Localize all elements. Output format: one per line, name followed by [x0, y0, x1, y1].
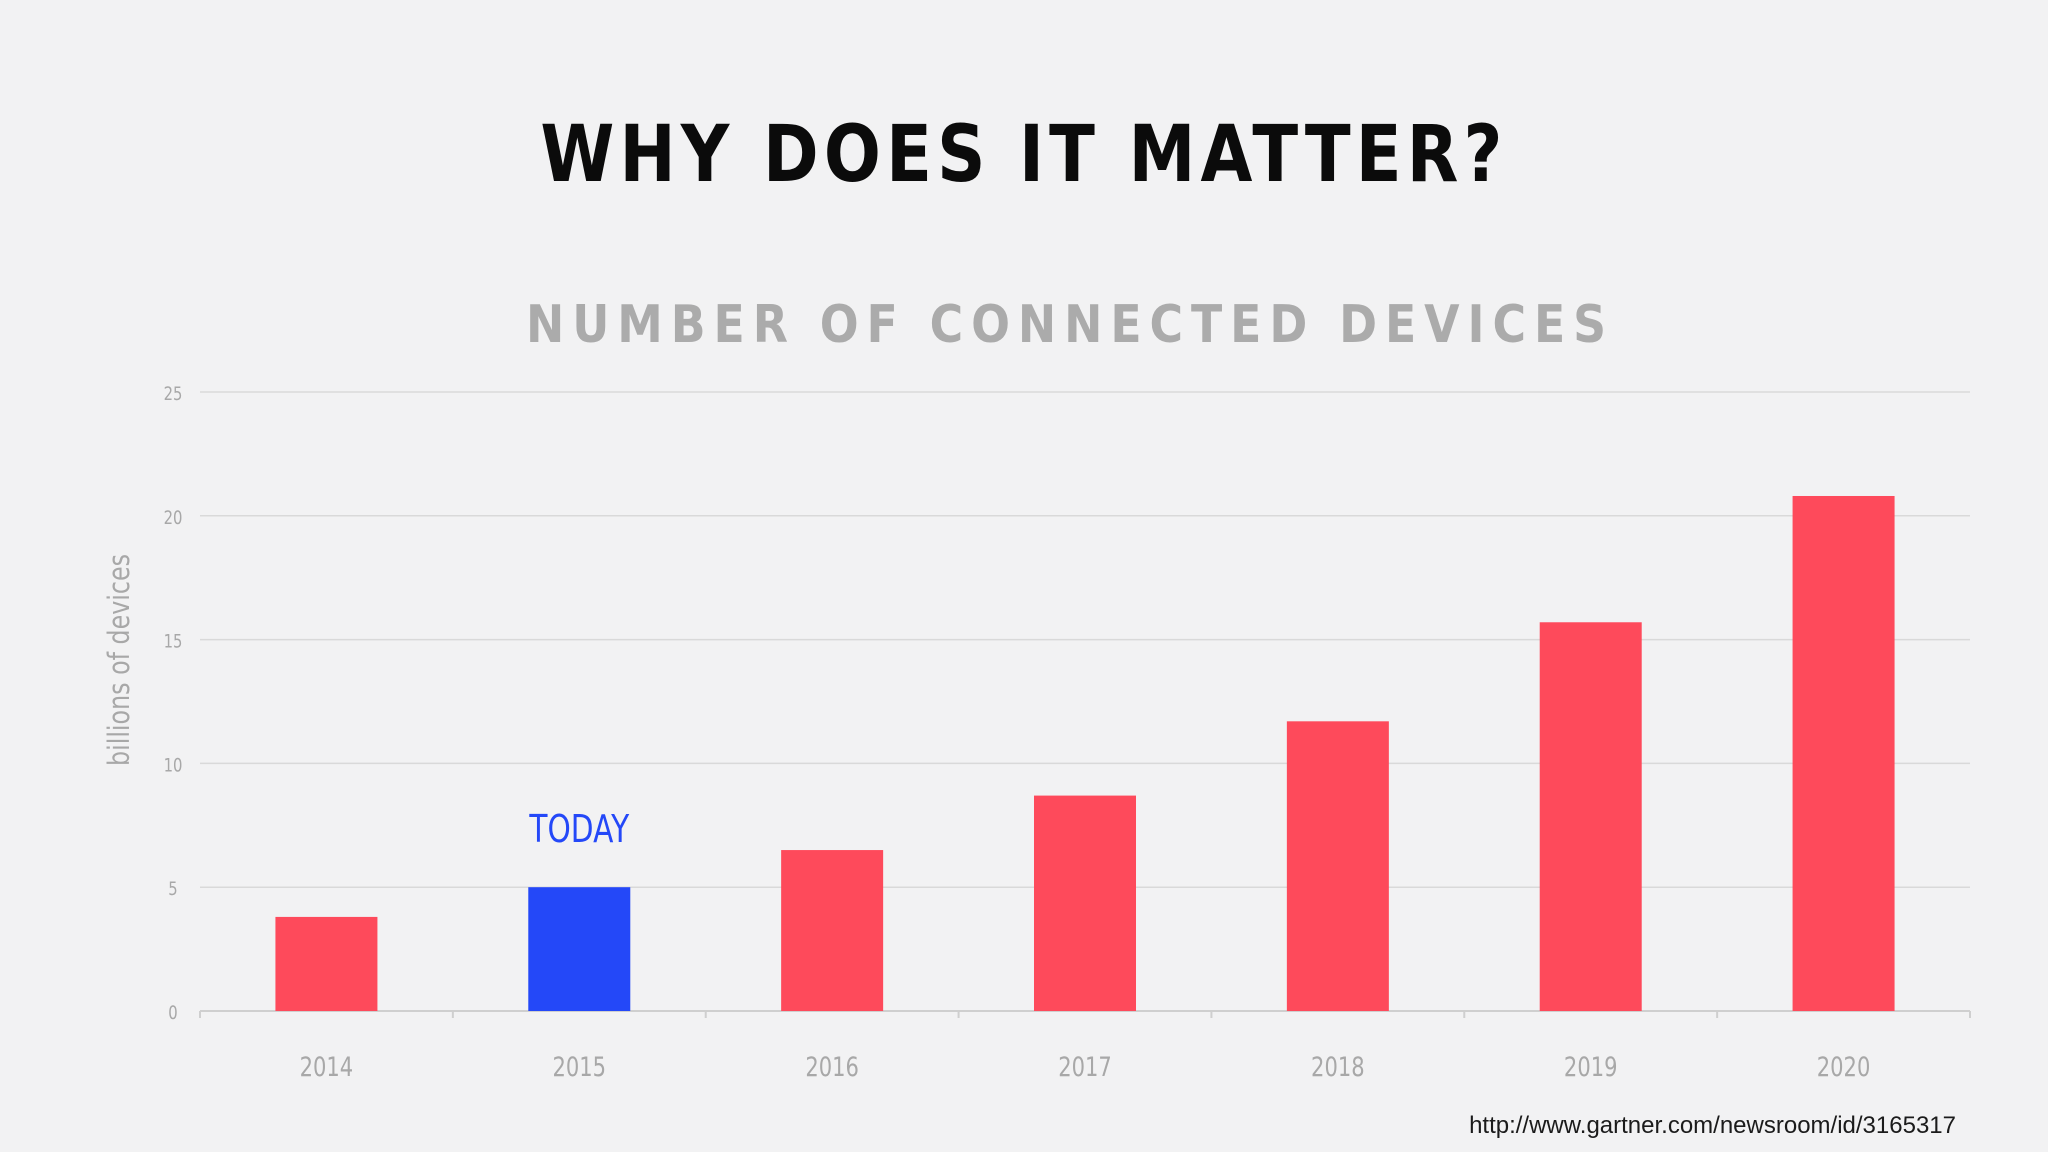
- y-tick-label: 5: [168, 878, 177, 900]
- bar-2018: [1286, 721, 1389, 1011]
- y-tick-label: 15: [164, 631, 183, 653]
- bar-2020: [1792, 495, 1895, 1011]
- bar-2019: [1539, 622, 1642, 1011]
- today-label: TODAY: [529, 807, 630, 852]
- bar-2017: [1034, 795, 1136, 1011]
- y-tick-label: 20: [164, 507, 183, 529]
- x-tick-label: 2020: [1817, 1051, 1871, 1082]
- source-link[interactable]: http://www.gartner.com/newsroom/id/31653…: [1469, 1112, 1956, 1139]
- bar-2014: [275, 916, 378, 1011]
- bar-2016: [781, 850, 884, 1011]
- slide-title: WHY DOES IT MATTER?: [540, 110, 1508, 200]
- y-tick-label: 10: [164, 755, 183, 777]
- y-axis-label: billions of devices: [103, 554, 137, 766]
- y-tick-label: 25: [164, 383, 183, 405]
- x-tick-label: 2014: [300, 1051, 354, 1082]
- chart-title: NUMBER OF CONNECTED DEVICES: [525, 295, 1615, 355]
- x-tick-label: 2016: [805, 1051, 859, 1082]
- x-tick-label: 2017: [1058, 1051, 1112, 1082]
- x-tick-label: 2019: [1564, 1051, 1618, 1082]
- bar-2015: [528, 887, 631, 1011]
- x-tick-label: 2018: [1311, 1051, 1365, 1082]
- x-tick-label: 2015: [552, 1051, 606, 1082]
- y-tick-label: 0: [168, 1002, 177, 1024]
